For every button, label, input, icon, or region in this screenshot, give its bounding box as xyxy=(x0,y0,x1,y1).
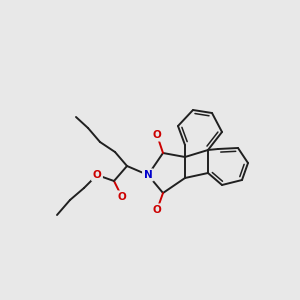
Text: N: N xyxy=(144,170,152,180)
Text: O: O xyxy=(93,170,101,180)
Text: O: O xyxy=(153,205,161,215)
Text: O: O xyxy=(118,192,126,202)
Text: O: O xyxy=(153,130,161,140)
